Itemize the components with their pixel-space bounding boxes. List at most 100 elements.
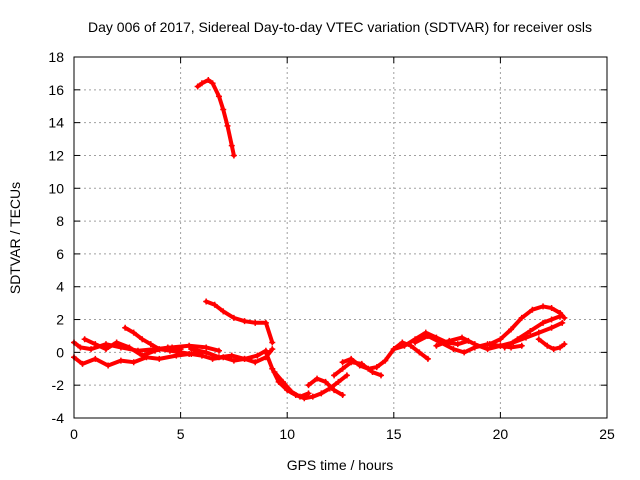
data-point-marker (343, 372, 350, 379)
data-point-marker (220, 106, 227, 113)
data-point-marker (81, 336, 88, 343)
data-point-marker (117, 357, 124, 364)
data-point-marker (230, 152, 237, 159)
data-point-marker (198, 352, 205, 359)
data-point-marker (401, 342, 408, 349)
data-point-marker (561, 314, 568, 321)
data-point-marker (152, 347, 159, 354)
data-point-marker (450, 346, 457, 353)
data-point-marker (416, 349, 423, 356)
data-point-marker (139, 336, 146, 343)
data-point-marker (88, 346, 95, 353)
data-point-marker (130, 329, 137, 336)
data-point-marker (139, 352, 146, 359)
data-point-marker (548, 305, 555, 312)
data-point-marker (122, 324, 129, 331)
data-point-marker (535, 329, 542, 336)
data-point-marker (331, 372, 338, 379)
data-point-marker (269, 365, 276, 372)
data-point-marker (378, 372, 385, 379)
y-tick-label: 2 (56, 312, 64, 328)
data-point-marker (412, 339, 419, 346)
data-point-marker (508, 326, 515, 333)
data-point-marker (279, 378, 286, 385)
data-point-marker (446, 337, 453, 344)
y-tick-label: -2 (52, 377, 65, 393)
series-track-1 (194, 76, 237, 159)
data-point-marker (339, 359, 346, 366)
data-point-marker (296, 393, 303, 400)
data-point-marker (548, 316, 555, 323)
data-point-marker (561, 341, 568, 348)
y-axis-label: SDTVAR / TECUs (7, 182, 23, 294)
data-point-marker (501, 344, 508, 351)
series-line (123, 325, 275, 365)
data-point-marker (188, 346, 195, 353)
data-point-marker (518, 314, 525, 321)
data-point-marker (230, 357, 237, 364)
data-point-marker (105, 362, 112, 369)
data-point-marker (269, 346, 276, 353)
x-tick-label: 10 (279, 426, 295, 442)
series-track-6 (81, 336, 184, 359)
y-tick-label: 18 (48, 49, 64, 65)
data-point-marker (130, 359, 137, 366)
y-tick-label: 4 (56, 279, 64, 295)
series-track-10 (305, 375, 346, 399)
data-point-marker (241, 355, 248, 362)
data-point-marker (518, 342, 525, 349)
data-point-marker (559, 319, 566, 326)
y-axis-tick-labels: -4 -2 0 2 4 6 8 10 12 14 16 18 (48, 49, 64, 426)
data-point-marker (527, 328, 534, 335)
x-tick-label: 25 (599, 426, 615, 442)
series-track-17 (501, 313, 564, 351)
data-point-marker (459, 334, 466, 341)
data-point-marker (220, 308, 227, 315)
data-point-marker (557, 344, 564, 351)
data-point-marker (497, 342, 504, 349)
y-tick-label: 6 (56, 246, 64, 262)
data-point-marker (369, 369, 376, 376)
data-point-marker (305, 390, 312, 397)
data-point-marker (211, 301, 218, 308)
data-point-marker (424, 332, 431, 339)
data-point-marker (331, 387, 338, 394)
data-point-marker (348, 359, 355, 366)
x-tick-label: 5 (177, 426, 185, 442)
data-point-marker (203, 298, 210, 305)
data-point-marker (203, 349, 210, 356)
data-point-marker (514, 336, 521, 343)
data-point-marker (147, 341, 154, 348)
data-point-marker (373, 364, 380, 371)
data-point-marker (215, 93, 222, 100)
data-point-marker (186, 342, 193, 349)
data-point-marker (471, 341, 478, 348)
data-point-marker (156, 355, 163, 362)
data-point-marker (484, 346, 491, 353)
series-track-7 (188, 346, 269, 362)
y-tick-label: 12 (48, 147, 64, 163)
data-point-marker (433, 342, 440, 349)
data-point-marker (540, 319, 547, 326)
data-point-marker (126, 344, 133, 351)
data-point-marker (215, 354, 222, 361)
series-line (195, 78, 236, 158)
data-point-marker (164, 344, 171, 351)
data-point-marker (228, 352, 235, 359)
data-point-marker (550, 346, 557, 353)
data-point-marker (224, 122, 231, 129)
data-point-marker (205, 76, 212, 83)
data-point-marker (77, 344, 84, 351)
data-point-marker (548, 324, 555, 331)
series-track-2 (203, 298, 276, 346)
data-point-marker (198, 80, 205, 87)
data-point-marker (339, 365, 346, 372)
x-axis-tick-labels: 0 5 10 15 20 25 (70, 426, 615, 442)
data-point-marker (544, 342, 551, 349)
x-tick-label: 20 (493, 426, 509, 442)
data-point-marker (322, 378, 329, 385)
axis-ticks (73, 56, 608, 419)
y-tick-label: -4 (52, 410, 65, 426)
y-tick-label: 14 (48, 115, 64, 131)
